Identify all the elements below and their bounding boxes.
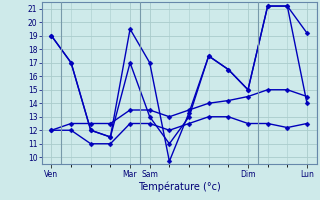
X-axis label: Température (°c): Température (°c) <box>138 181 220 192</box>
